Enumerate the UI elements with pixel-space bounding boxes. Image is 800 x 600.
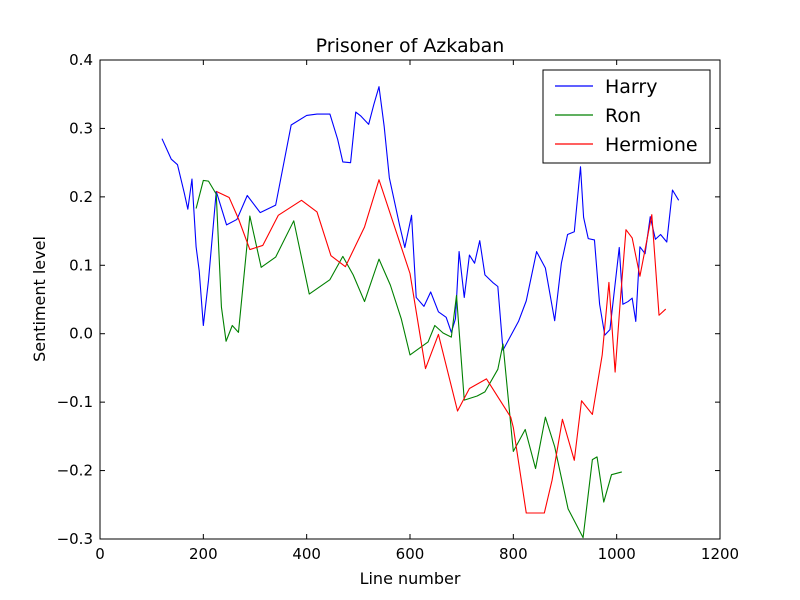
- chart-title: Prisoner of Azkaban: [316, 35, 505, 57]
- series-layer: [161, 86, 680, 539]
- x-tick-label: 0: [95, 545, 105, 563]
- y-tick-label: 0.4: [69, 51, 93, 69]
- legend-label-hermione: Hermione: [605, 134, 698, 156]
- y-tick-label: −0.3: [57, 530, 93, 548]
- y-tick-label: 0.3: [69, 119, 93, 137]
- legend-label-harry: Harry: [605, 76, 657, 98]
- x-tick-label: 400: [292, 545, 321, 563]
- y-tick-label: 0.0: [69, 325, 93, 343]
- ticks-layer: 0 200 400 600 800 1000 1200 −0.3 −0.2 −0.1 0.0 0.1 0…: [57, 51, 740, 563]
- x-axis-label: Line number: [360, 569, 461, 588]
- y-tick-label: 0.2: [69, 188, 93, 206]
- plot-frame: [99, 59, 721, 540]
- series-line-ron: [195, 179, 622, 539]
- legend: Harry Ron Hermione: [542, 69, 711, 164]
- y-axis-label: Sentiment level: [30, 236, 49, 362]
- y-tick-label: −0.1: [57, 393, 93, 411]
- x-tick-label: 200: [189, 545, 218, 563]
- x-tick-label: 600: [396, 545, 425, 563]
- y-tick-label: −0.2: [57, 462, 93, 480]
- x-tick-label: 1200: [701, 545, 739, 563]
- x-tick-label: 800: [499, 545, 528, 563]
- y-tick-label: 0.1: [69, 256, 93, 274]
- series-line-hermione: [216, 179, 667, 514]
- legend-label-ron: Ron: [605, 105, 641, 127]
- x-tick-label: 1000: [598, 545, 636, 563]
